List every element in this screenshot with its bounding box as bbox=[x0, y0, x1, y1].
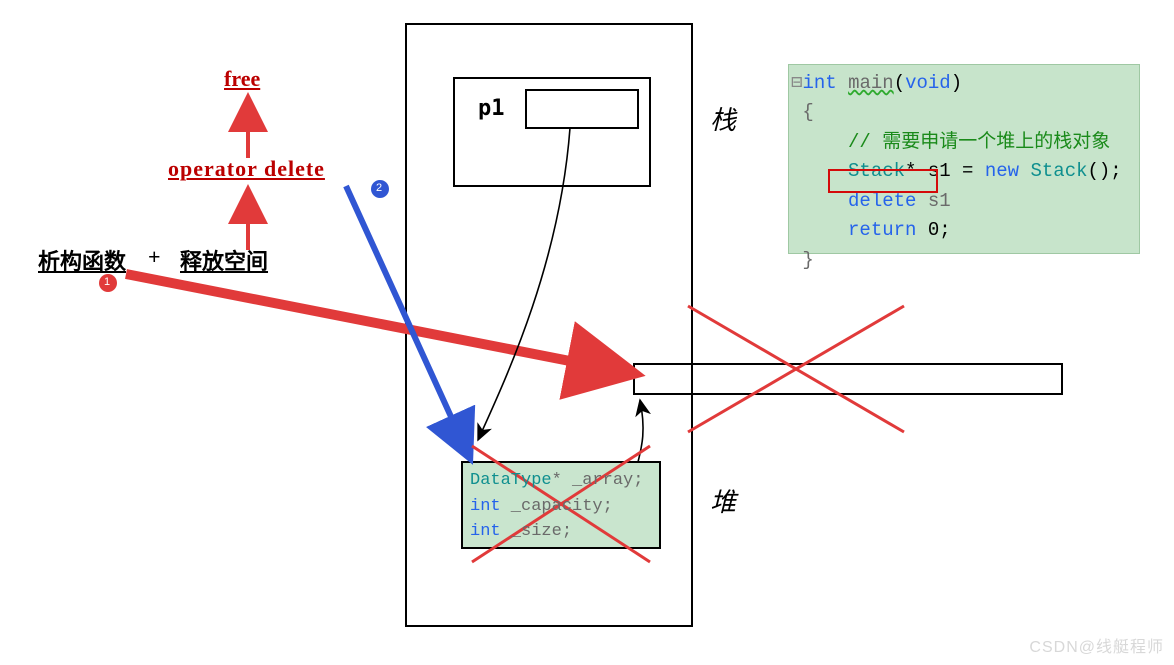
watermark: CSDN@线艇程师 bbox=[1029, 633, 1164, 657]
badge-1-text: 1 bbox=[104, 276, 110, 288]
delete-highlight-box bbox=[828, 169, 938, 193]
label-destructor: 析构函数 bbox=[38, 244, 126, 276]
code-struct-box: DataType* _array; int _capacity; int _si… bbox=[470, 468, 643, 545]
label-p1: p1 bbox=[478, 96, 505, 121]
label-free: free bbox=[224, 66, 260, 92]
label-plus: + bbox=[148, 244, 161, 270]
label-free-space: 释放空间 bbox=[180, 244, 268, 276]
label-heap: 堆 bbox=[710, 482, 736, 519]
badge-2-text: 2 bbox=[376, 182, 382, 194]
code-main-box: ⊟int main(void) { // 需要申请一个堆上的栈对象 Stack*… bbox=[788, 64, 1140, 254]
label-stack: 栈 bbox=[710, 100, 736, 137]
label-operator-delete: operator delete bbox=[168, 156, 325, 182]
